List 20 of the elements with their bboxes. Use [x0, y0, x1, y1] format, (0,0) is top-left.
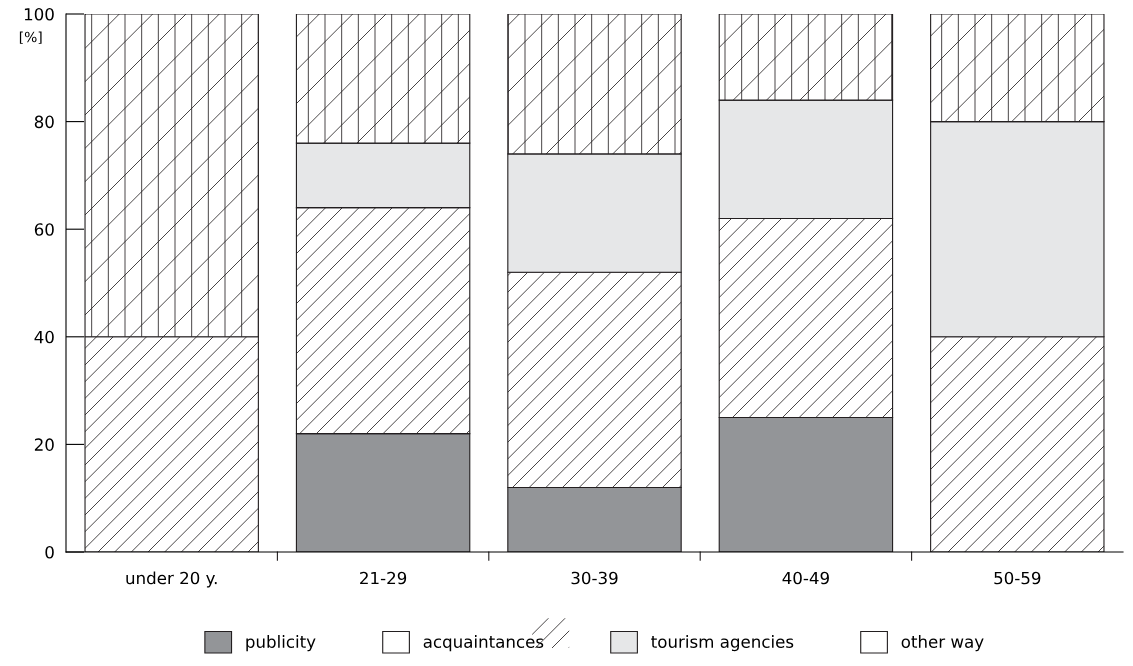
legend-label: tourism agencies — [651, 635, 794, 652]
legend-label: other way — [901, 635, 984, 652]
y-tick-label: 80 — [34, 115, 54, 129]
x-tick-label: 21-29 — [360, 571, 407, 585]
legend-label: acquaintances — [423, 635, 544, 652]
bar — [718, 99, 894, 219]
x-tick-label: 30-39 — [571, 571, 618, 585]
y-tick-label: 20 — [34, 438, 54, 451]
y-tick-label: 100 — [24, 7, 54, 21]
y-tick-label: 0 — [45, 545, 54, 559]
legend-label: publicity — [246, 635, 316, 652]
x-tick-label: 50-59 — [994, 571, 1041, 585]
y-tick-label: 60 — [34, 223, 54, 236]
bar — [295, 142, 471, 209]
x-tick-label: 40-49 — [782, 571, 829, 585]
bar — [718, 416, 894, 552]
y-axis-title: [%] — [19, 31, 42, 44]
x-tick-label: under 20 y. — [126, 571, 217, 588]
bar — [295, 433, 471, 552]
y-tick-label: 40 — [34, 330, 54, 344]
